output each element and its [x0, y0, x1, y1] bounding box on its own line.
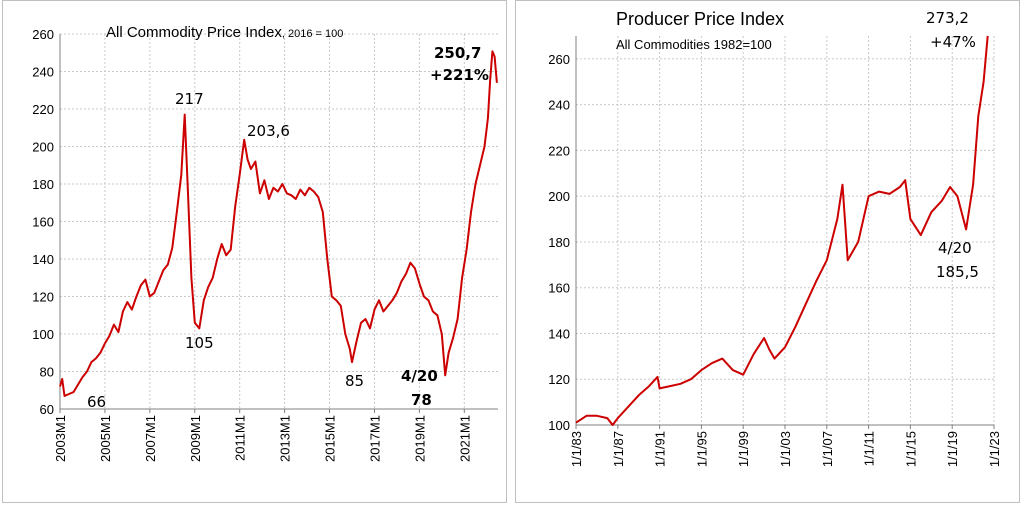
x-tick-label: 1/1/15	[903, 431, 918, 467]
x-tick-label: 2003M1	[53, 415, 68, 462]
y-tick-label: 80	[40, 365, 54, 380]
axes	[59, 34, 498, 413]
y-tick-label: 220	[32, 102, 54, 117]
chart-title-sub: , 2016 = 100	[282, 28, 343, 40]
annotation-latest-value: 250,7	[434, 44, 481, 62]
y-tick-label: 180	[32, 177, 54, 192]
y-tick-label: 200	[32, 140, 54, 155]
x-tick-label: 1/1/83	[569, 431, 584, 467]
annotation-low-2020: 185,5	[936, 263, 979, 281]
y-tick-labels: 60 80 100 120 140 160 180 200 220 240 260	[32, 27, 54, 417]
y-tick-label: 260	[32, 27, 54, 42]
x-tick-label: 2019M1	[412, 415, 427, 462]
chart-panel-left: 60 80 100 120 140 160 180 200 220 240 260 2003M1 20…	[2, 0, 507, 503]
x-tick-label: 1/1/95	[694, 431, 709, 467]
y-tick-label: 160	[548, 281, 570, 296]
x-tick-label: 1/1/11	[862, 431, 877, 466]
axes	[575, 36, 995, 429]
y-tick-label: 100	[548, 418, 570, 433]
annotation-low-2020: 78	[411, 391, 432, 409]
y-tick-label: 60	[40, 402, 54, 417]
annotation-peak-2011: 203,6	[247, 122, 290, 140]
y-tick-label: 260	[548, 52, 570, 67]
y-tick-label: 240	[548, 98, 570, 113]
producer-price-index-chart: 100 120 140 160 180 200 220 240 260 1/1/83 1/1/87…	[548, 9, 1002, 467]
grid	[575, 36, 995, 426]
annotation-low-2016: 85	[345, 372, 364, 390]
y-tick-label: 140	[32, 252, 54, 267]
x-tick-label: 2007M1	[143, 415, 158, 462]
annotation-latest-change: +47%	[930, 33, 976, 51]
annotation-date-4-20: 4/20	[938, 239, 972, 257]
series-line	[575, 35, 989, 426]
x-tick-label: 2021M1	[457, 415, 472, 462]
x-tick-label: 1/1/99	[736, 431, 751, 467]
chart-subtitle: All Commodities 1982=100	[616, 37, 772, 52]
x-tick-label: 2013M1	[278, 415, 293, 462]
y-tick-label: 140	[548, 326, 570, 341]
x-tick-labels: 1/1/83 1/1/87 1/1/91 1/1/95 1/1/99 1/1/03 1/1/…	[569, 431, 1002, 467]
x-tick-label: 1/1/87	[611, 431, 626, 467]
x-tick-label: 1/1/19	[945, 431, 960, 467]
x-tick-label: 2017M1	[367, 415, 382, 462]
x-tick-label: 2011M1	[233, 415, 248, 461]
y-tick-label: 200	[548, 189, 570, 204]
x-tick-label: 2009M1	[188, 415, 203, 462]
x-tick-label: 2015M1	[323, 415, 338, 462]
chart-panel-right: 100 120 140 160 180 200 220 240 260 1/1/83 1/1/87…	[515, 0, 1020, 503]
annotation-date-4-20: 4/20	[401, 367, 438, 385]
y-tick-labels: 100 120 140 160 180 200 220 240 260	[548, 52, 570, 433]
chart-title: Producer Price Index	[616, 9, 784, 29]
y-tick-label: 120	[548, 372, 570, 387]
x-tick-labels: 2003M1 2005M1 2007M1 2009M1 2011M1 2013M1 2015…	[53, 415, 472, 462]
series-line	[59, 50, 498, 397]
y-tick-label: 220	[548, 143, 570, 158]
annotation-latest-value: 273,2	[926, 9, 969, 27]
chart-title-main: All Commodity Price Index	[106, 24, 282, 41]
x-tick-label: 1/1/07	[820, 431, 835, 467]
grid	[59, 33, 498, 410]
annotation-start-low: 66	[87, 393, 106, 411]
x-tick-label: 1/1/03	[778, 431, 793, 467]
y-tick-label: 180	[548, 235, 570, 250]
x-tick-label: 2005M1	[98, 415, 113, 462]
y-tick-label: 240	[32, 65, 54, 80]
x-tick-label: 1/1/91	[653, 431, 668, 467]
annotation-low-2009: 105	[185, 334, 214, 352]
chart-title: All Commodity Price Index, 2016 = 100	[106, 24, 343, 41]
x-tick-label: 1/1/23	[987, 431, 1002, 467]
y-tick-label: 120	[32, 290, 54, 305]
y-tick-label: 160	[32, 215, 54, 230]
y-tick-label: 100	[32, 327, 54, 342]
annotation-latest-change: +221%	[430, 66, 489, 84]
annotation-peak-2008: 217	[175, 90, 204, 108]
